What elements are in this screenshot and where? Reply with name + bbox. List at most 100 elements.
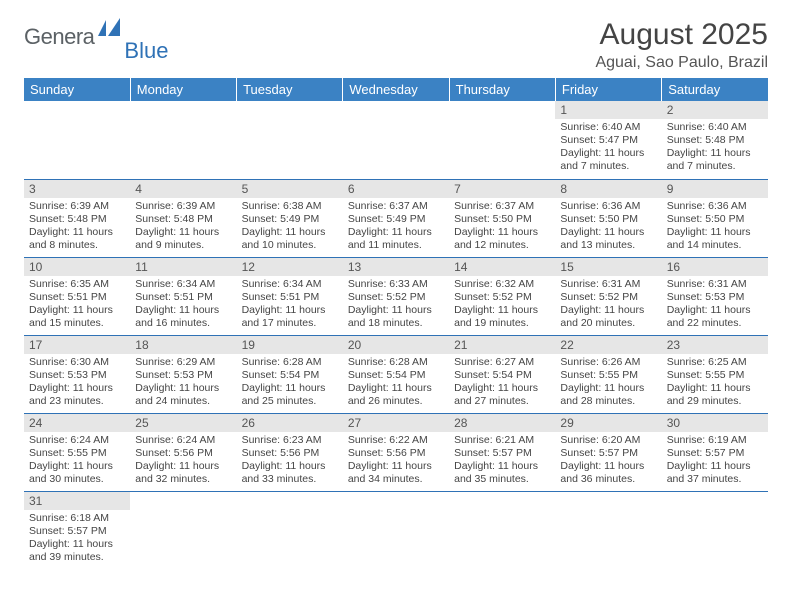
sunrise-text: Sunrise: 6:37 AM bbox=[348, 200, 444, 213]
calendar-day-cell: 2Sunrise: 6:40 AMSunset: 5:48 PMDaylight… bbox=[662, 101, 768, 179]
sunset-text: Sunset: 5:53 PM bbox=[667, 291, 763, 304]
daylight-text: Daylight: 11 hours and 35 minutes. bbox=[454, 460, 550, 486]
sunset-text: Sunset: 5:51 PM bbox=[242, 291, 338, 304]
sunrise-text: Sunrise: 6:33 AM bbox=[348, 278, 444, 291]
day-details: Sunrise: 6:37 AMSunset: 5:49 PMDaylight:… bbox=[343, 198, 449, 257]
sunset-text: Sunset: 5:48 PM bbox=[29, 213, 125, 226]
daylight-text: Daylight: 11 hours and 27 minutes. bbox=[454, 382, 550, 408]
calendar-day-cell: 6Sunrise: 6:37 AMSunset: 5:49 PMDaylight… bbox=[343, 179, 449, 257]
day-number: 30 bbox=[662, 414, 768, 432]
sunrise-text: Sunrise: 6:27 AM bbox=[454, 356, 550, 369]
page-header: Genera Blue August 2025 Aguai, Sao Paulo… bbox=[24, 18, 768, 72]
day-number: 24 bbox=[24, 414, 130, 432]
daylight-text: Daylight: 11 hours and 11 minutes. bbox=[348, 226, 444, 252]
calendar-day-cell: 22Sunrise: 6:26 AMSunset: 5:55 PMDayligh… bbox=[555, 335, 661, 413]
sunrise-text: Sunrise: 6:28 AM bbox=[242, 356, 338, 369]
day-details: Sunrise: 6:18 AMSunset: 5:57 PMDaylight:… bbox=[24, 510, 130, 569]
sunrise-text: Sunrise: 6:37 AM bbox=[454, 200, 550, 213]
weekday-header: Saturday bbox=[662, 78, 768, 101]
calendar-day-cell: 8Sunrise: 6:36 AMSunset: 5:50 PMDaylight… bbox=[555, 179, 661, 257]
sunset-text: Sunset: 5:52 PM bbox=[454, 291, 550, 304]
calendar-week-row: 31Sunrise: 6:18 AMSunset: 5:57 PMDayligh… bbox=[24, 491, 768, 569]
day-details: Sunrise: 6:33 AMSunset: 5:52 PMDaylight:… bbox=[343, 276, 449, 335]
calendar-day-cell: 23Sunrise: 6:25 AMSunset: 5:55 PMDayligh… bbox=[662, 335, 768, 413]
day-details: Sunrise: 6:39 AMSunset: 5:48 PMDaylight:… bbox=[130, 198, 236, 257]
calendar-day-cell bbox=[555, 491, 661, 569]
sunrise-text: Sunrise: 6:39 AM bbox=[135, 200, 231, 213]
day-number: 27 bbox=[343, 414, 449, 432]
sunrise-text: Sunrise: 6:38 AM bbox=[242, 200, 338, 213]
daylight-text: Daylight: 11 hours and 29 minutes. bbox=[667, 382, 763, 408]
calendar-day-cell: 15Sunrise: 6:31 AMSunset: 5:52 PMDayligh… bbox=[555, 257, 661, 335]
day-number: 31 bbox=[24, 492, 130, 510]
day-number: 20 bbox=[343, 336, 449, 354]
sunrise-text: Sunrise: 6:40 AM bbox=[560, 121, 656, 134]
daylight-text: Daylight: 11 hours and 33 minutes. bbox=[242, 460, 338, 486]
sunrise-text: Sunrise: 6:26 AM bbox=[560, 356, 656, 369]
calendar-day-cell bbox=[662, 491, 768, 569]
sunset-text: Sunset: 5:48 PM bbox=[135, 213, 231, 226]
sunrise-text: Sunrise: 6:22 AM bbox=[348, 434, 444, 447]
sunset-text: Sunset: 5:51 PM bbox=[135, 291, 231, 304]
sunset-text: Sunset: 5:57 PM bbox=[454, 447, 550, 460]
calendar-day-cell: 11Sunrise: 6:34 AMSunset: 5:51 PMDayligh… bbox=[130, 257, 236, 335]
calendar-day-cell bbox=[343, 101, 449, 179]
calendar-day-cell bbox=[130, 491, 236, 569]
day-number: 8 bbox=[555, 180, 661, 198]
day-details: Sunrise: 6:40 AMSunset: 5:47 PMDaylight:… bbox=[555, 119, 661, 178]
daylight-text: Daylight: 11 hours and 17 minutes. bbox=[242, 304, 338, 330]
sunrise-text: Sunrise: 6:25 AM bbox=[667, 356, 763, 369]
day-details: Sunrise: 6:34 AMSunset: 5:51 PMDaylight:… bbox=[130, 276, 236, 335]
day-number: 29 bbox=[555, 414, 661, 432]
day-number: 12 bbox=[237, 258, 343, 276]
day-number: 6 bbox=[343, 180, 449, 198]
daylight-text: Daylight: 11 hours and 7 minutes. bbox=[667, 147, 763, 173]
day-number: 14 bbox=[449, 258, 555, 276]
sunrise-text: Sunrise: 6:19 AM bbox=[667, 434, 763, 447]
calendar-day-cell: 31Sunrise: 6:18 AMSunset: 5:57 PMDayligh… bbox=[24, 491, 130, 569]
day-details: Sunrise: 6:28 AMSunset: 5:54 PMDaylight:… bbox=[237, 354, 343, 413]
calendar-day-cell: 28Sunrise: 6:21 AMSunset: 5:57 PMDayligh… bbox=[449, 413, 555, 491]
day-number: 3 bbox=[24, 180, 130, 198]
logo-text-right: Blue bbox=[124, 38, 168, 64]
sunset-text: Sunset: 5:54 PM bbox=[454, 369, 550, 382]
day-details: Sunrise: 6:24 AMSunset: 5:56 PMDaylight:… bbox=[130, 432, 236, 491]
calendar-day-cell: 14Sunrise: 6:32 AMSunset: 5:52 PMDayligh… bbox=[449, 257, 555, 335]
calendar-week-row: 3Sunrise: 6:39 AMSunset: 5:48 PMDaylight… bbox=[24, 179, 768, 257]
sunrise-text: Sunrise: 6:29 AM bbox=[135, 356, 231, 369]
logo-sail-icon bbox=[98, 18, 124, 38]
sunset-text: Sunset: 5:53 PM bbox=[29, 369, 125, 382]
day-number: 2 bbox=[662, 101, 768, 119]
daylight-text: Daylight: 11 hours and 7 minutes. bbox=[560, 147, 656, 173]
sunset-text: Sunset: 5:50 PM bbox=[454, 213, 550, 226]
calendar-day-cell: 4Sunrise: 6:39 AMSunset: 5:48 PMDaylight… bbox=[130, 179, 236, 257]
sunrise-text: Sunrise: 6:20 AM bbox=[560, 434, 656, 447]
calendar-day-cell: 16Sunrise: 6:31 AMSunset: 5:53 PMDayligh… bbox=[662, 257, 768, 335]
daylight-text: Daylight: 11 hours and 10 minutes. bbox=[242, 226, 338, 252]
day-details: Sunrise: 6:31 AMSunset: 5:52 PMDaylight:… bbox=[555, 276, 661, 335]
sunset-text: Sunset: 5:56 PM bbox=[135, 447, 231, 460]
daylight-text: Daylight: 11 hours and 8 minutes. bbox=[29, 226, 125, 252]
day-details: Sunrise: 6:28 AMSunset: 5:54 PMDaylight:… bbox=[343, 354, 449, 413]
sunset-text: Sunset: 5:57 PM bbox=[560, 447, 656, 460]
sunset-text: Sunset: 5:57 PM bbox=[667, 447, 763, 460]
sunset-text: Sunset: 5:52 PM bbox=[560, 291, 656, 304]
day-details: Sunrise: 6:32 AMSunset: 5:52 PMDaylight:… bbox=[449, 276, 555, 335]
sunset-text: Sunset: 5:50 PM bbox=[560, 213, 656, 226]
day-number: 18 bbox=[130, 336, 236, 354]
sunrise-text: Sunrise: 6:39 AM bbox=[29, 200, 125, 213]
sunrise-text: Sunrise: 6:21 AM bbox=[454, 434, 550, 447]
sunset-text: Sunset: 5:57 PM bbox=[29, 525, 125, 538]
weekday-header-row: Sunday Monday Tuesday Wednesday Thursday… bbox=[24, 78, 768, 101]
day-details: Sunrise: 6:29 AMSunset: 5:53 PMDaylight:… bbox=[130, 354, 236, 413]
day-number: 10 bbox=[24, 258, 130, 276]
sunset-text: Sunset: 5:52 PM bbox=[348, 291, 444, 304]
calendar-week-row: 1Sunrise: 6:40 AMSunset: 5:47 PMDaylight… bbox=[24, 101, 768, 179]
day-number: 1 bbox=[555, 101, 661, 119]
day-number: 26 bbox=[237, 414, 343, 432]
daylight-text: Daylight: 11 hours and 36 minutes. bbox=[560, 460, 656, 486]
daylight-text: Daylight: 11 hours and 15 minutes. bbox=[29, 304, 125, 330]
calendar-day-cell: 19Sunrise: 6:28 AMSunset: 5:54 PMDayligh… bbox=[237, 335, 343, 413]
daylight-text: Daylight: 11 hours and 37 minutes. bbox=[667, 460, 763, 486]
sunrise-text: Sunrise: 6:31 AM bbox=[560, 278, 656, 291]
